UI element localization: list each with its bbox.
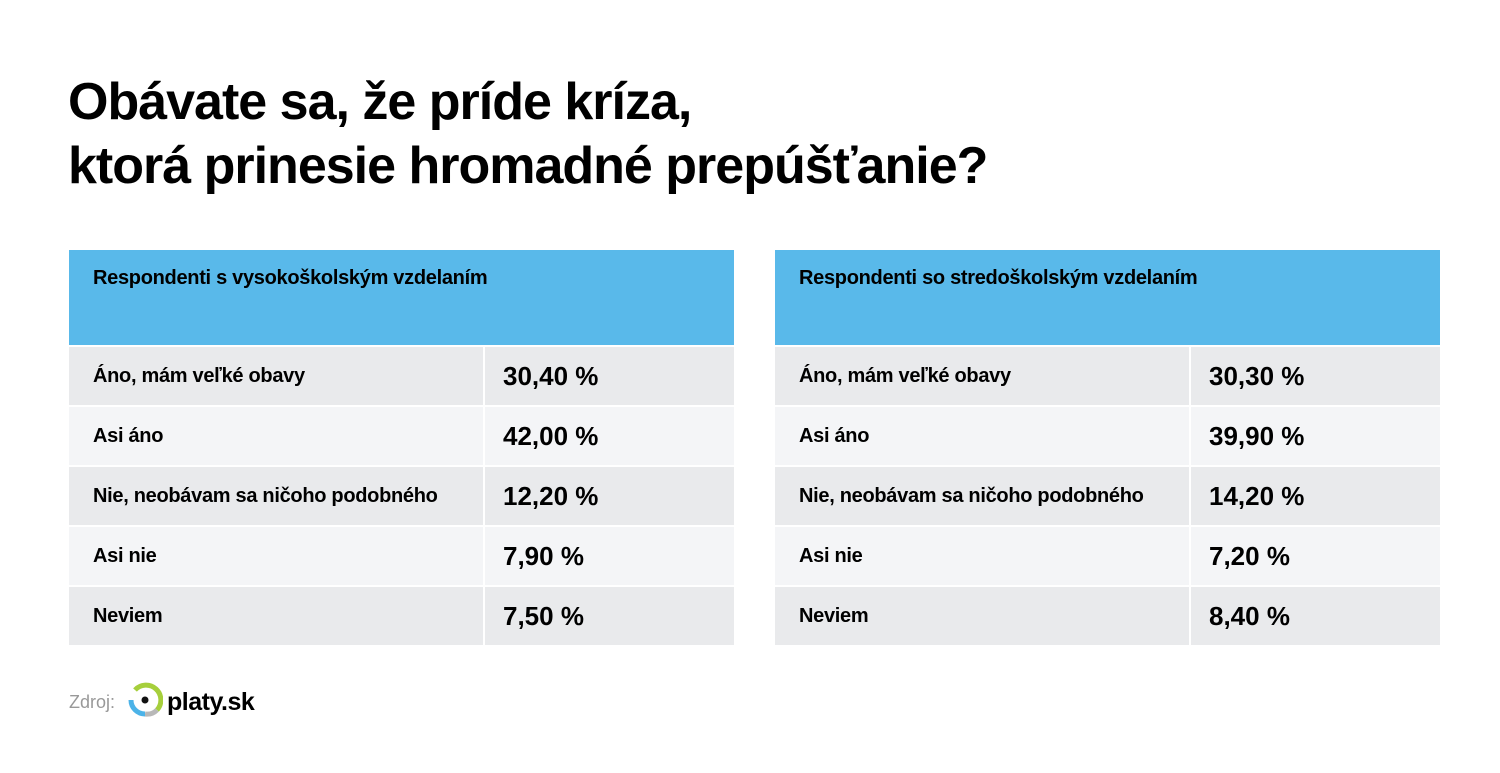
row-value: 39,90 % — [1191, 407, 1440, 465]
row-value: 30,40 % — [485, 347, 734, 405]
row-value: 7,50 % — [485, 587, 734, 645]
source-label: Zdroj: — [69, 692, 116, 712]
platy-logo-icon — [127, 680, 164, 725]
row-label: Nie, neobávam sa ničoho podobného — [69, 467, 483, 525]
table-row: Asi áno 42,00 % — [69, 407, 734, 465]
row-label: Nie, neobávam sa ničoho podobného — [775, 467, 1189, 525]
table-row: Asi nie 7,90 % — [69, 527, 734, 585]
table-row: Asi áno 39,90 % — [775, 407, 1440, 465]
table-header: Respondenti s vysokoškolským vzdelaním — [69, 250, 734, 345]
row-label: Neviem — [775, 587, 1189, 645]
table-secondary-respondents: Respondenti so stredoškolským vzdelaním … — [775, 250, 1440, 645]
brand-name: platy.sk — [167, 688, 255, 716]
title-line-1: Obávate sa, že príde kríza, — [68, 73, 692, 131]
page-title: Obávate sa, že príde kríza, ktorá prines… — [68, 70, 988, 198]
row-label: Asi áno — [69, 407, 483, 465]
title-line-2: ktorá prinesie hromadné prepúšťanie? — [68, 137, 988, 195]
row-label: Asi nie — [775, 527, 1189, 585]
table-header: Respondenti so stredoškolským vzdelaním — [775, 250, 1440, 345]
row-value: 12,20 % — [485, 467, 734, 525]
row-label: Asi nie — [69, 527, 483, 585]
row-value: 30,30 % — [1191, 347, 1440, 405]
table-university-respondents: Respondenti s vysokoškolským vzdelaním Á… — [69, 250, 734, 645]
table-row: Neviem 7,50 % — [69, 587, 734, 645]
row-label: Neviem — [69, 587, 483, 645]
row-label: Asi áno — [775, 407, 1189, 465]
table-row: Áno, mám veľké obavy 30,30 % — [775, 347, 1440, 405]
row-value: 7,20 % — [1191, 527, 1440, 585]
row-label: Áno, mám veľké obavy — [775, 347, 1189, 405]
row-value: 7,90 % — [485, 527, 734, 585]
row-value: 14,20 % — [1191, 467, 1440, 525]
table-row: Nie, neobávam sa ničoho podobného 14,20 % — [775, 467, 1440, 525]
source-credit: Zdroj: platy.sk — [69, 680, 255, 725]
table-row: Neviem 8,40 % — [775, 587, 1440, 645]
table-row: Nie, neobávam sa ničoho podobného 12,20 % — [69, 467, 734, 525]
table-row: Áno, mám veľké obavy 30,40 % — [69, 347, 734, 405]
table-row: Asi nie 7,20 % — [775, 527, 1440, 585]
row-label: Áno, mám veľké obavy — [69, 347, 483, 405]
row-value: 42,00 % — [485, 407, 734, 465]
row-value: 8,40 % — [1191, 587, 1440, 645]
